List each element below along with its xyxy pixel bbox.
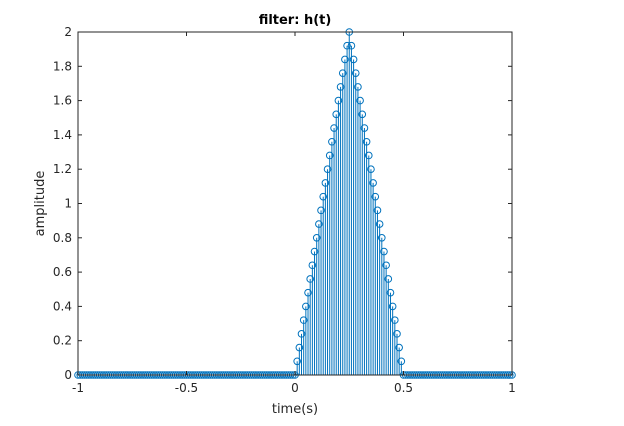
chart-title: filter: h(t): [259, 13, 332, 28]
stem-marker: [388, 302, 397, 311]
y-tick-label: 1.4: [53, 128, 72, 142]
y-tick-label: 0.6: [53, 265, 72, 279]
stem-marker: [395, 343, 403, 352]
y-tick-label: 1.2: [53, 162, 72, 176]
stem-marker: [304, 288, 312, 297]
y-tick-label: 0.8: [53, 231, 72, 245]
stem-marker: [380, 247, 388, 256]
y-axis-ticks: 0 0.2 0.4 0.6 0.8 1 1.2 1.4 1.6 1.8 2: [53, 25, 512, 382]
stem-marker: [308, 261, 317, 270]
stem-marker: [382, 261, 390, 270]
y-tick-label: 1: [64, 197, 72, 211]
stem-marker: [321, 179, 330, 187]
stem-marker: [391, 316, 399, 324]
stem-marker: [375, 220, 384, 228]
stem-marker: [325, 151, 334, 160]
x-axis-ticks: -1 -0.5 0 0.5 1: [72, 32, 516, 395]
x-axis-label: time(s): [272, 402, 318, 417]
stem-marker: [386, 288, 395, 297]
stem-marker: [295, 343, 304, 352]
stem-marker: [358, 110, 367, 119]
stem-marker: [369, 179, 377, 187]
stem-marker: [319, 192, 328, 201]
y-tick-label: 1.6: [53, 94, 72, 108]
stem-marker: [360, 124, 369, 132]
x-tick-label: -0.5: [175, 381, 198, 395]
x-tick-label: 0.5: [394, 381, 413, 395]
stem-marker: [397, 357, 406, 366]
stem-marker: [367, 165, 375, 173]
stem-marker: [293, 357, 301, 366]
stem-marker: [306, 275, 314, 283]
stem-marker: [315, 220, 323, 228]
stem-marker: [310, 247, 319, 256]
stem-marker: [347, 41, 356, 50]
y-tick-label: 1.8: [53, 59, 72, 73]
stem-marker: [312, 234, 321, 242]
stem-marker: [393, 330, 401, 338]
stem-marker: [297, 330, 306, 338]
stem-marker: [373, 206, 382, 215]
y-tick-label: 0.2: [53, 334, 72, 348]
x-tick-label: -1: [72, 381, 84, 395]
stem-marker: [330, 124, 338, 132]
plot-area: [78, 32, 512, 375]
stem-marker: [317, 206, 325, 215]
stem-marker: [341, 55, 349, 64]
y-tick-label: 0: [64, 368, 72, 382]
stem-marker: [323, 165, 332, 173]
stem-marker: [384, 275, 393, 283]
stem-marker: [351, 69, 360, 77]
stem-marker: [356, 96, 364, 105]
y-tick-label: 0.4: [53, 299, 72, 313]
y-tick-label: 2: [64, 25, 72, 39]
stem-marker: [354, 83, 362, 91]
stem-marker: [343, 41, 351, 50]
stem-marker: [371, 192, 380, 201]
stem-marker: [302, 302, 310, 311]
stem-marker: [364, 151, 373, 160]
stem-marker: [334, 96, 343, 105]
stem-marker: [328, 137, 336, 146]
x-tick-label: 1: [508, 381, 516, 395]
stem-marker: [349, 55, 358, 64]
x-tick-label: 0: [291, 381, 299, 395]
stem-marker: [338, 69, 347, 77]
stem-marker: [362, 137, 371, 146]
stem-marker: [378, 234, 386, 242]
y-axis-label: amplitude: [33, 171, 48, 237]
stem-marker: [332, 110, 341, 119]
stem-marker: [299, 316, 308, 324]
stem-marker: [336, 83, 345, 91]
